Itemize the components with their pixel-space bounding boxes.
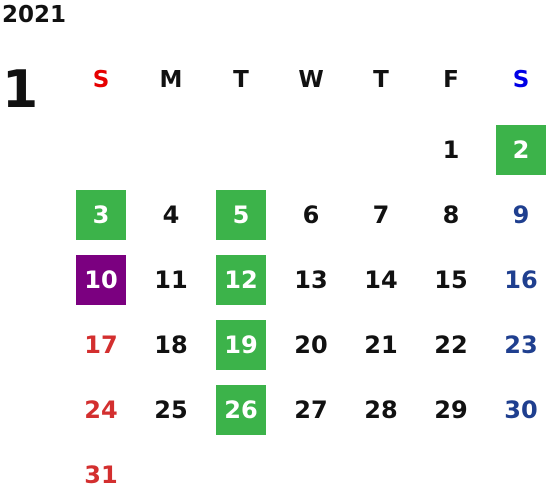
- day-cell-14[interactable]: 14: [364, 266, 398, 294]
- month-number: 1: [2, 60, 39, 120]
- day-cell-29[interactable]: 29: [434, 396, 468, 424]
- day-cell-12[interactable]: 12: [216, 255, 266, 305]
- day-cell-21[interactable]: 21: [364, 331, 398, 359]
- weekday-header-mon: M: [159, 67, 183, 93]
- day-cell-16[interactable]: 16: [504, 266, 538, 294]
- day-cell-24[interactable]: 24: [84, 396, 118, 424]
- day-cell-22[interactable]: 22: [434, 331, 468, 359]
- day-cell-23[interactable]: 23: [504, 331, 538, 359]
- day-cell-20[interactable]: 20: [294, 331, 328, 359]
- day-cell-6[interactable]: 6: [302, 201, 320, 229]
- weekday-header-sat: S: [512, 67, 530, 93]
- day-cell-30[interactable]: 30: [504, 396, 538, 424]
- weekday-header-sun: S: [92, 67, 110, 93]
- day-cell-11[interactable]: 11: [154, 266, 188, 294]
- day-cell-1[interactable]: 1: [442, 136, 460, 164]
- day-cell-9[interactable]: 9: [512, 201, 530, 229]
- day-cell-28[interactable]: 28: [364, 396, 398, 424]
- day-cell-4[interactable]: 4: [162, 201, 180, 229]
- day-cell-17[interactable]: 17: [84, 331, 118, 359]
- weekday-header-wed: W: [298, 67, 324, 93]
- day-cell-15[interactable]: 15: [434, 266, 468, 294]
- day-cell-5[interactable]: 5: [216, 190, 266, 240]
- year-label: 2021: [2, 2, 67, 28]
- weekday-header-tue: T: [233, 67, 249, 93]
- day-cell-31[interactable]: 31: [84, 461, 118, 489]
- day-cell-8[interactable]: 8: [442, 201, 460, 229]
- day-cell-19[interactable]: 19: [216, 320, 266, 370]
- day-cell-25[interactable]: 25: [154, 396, 188, 424]
- weekday-header-thu: T: [373, 67, 389, 93]
- day-cell-7[interactable]: 7: [372, 201, 390, 229]
- day-cell-3[interactable]: 3: [76, 190, 126, 240]
- day-cell-10[interactable]: 10: [76, 255, 126, 305]
- day-cell-27[interactable]: 27: [294, 396, 328, 424]
- day-cell-13[interactable]: 13: [294, 266, 328, 294]
- day-cell-18[interactable]: 18: [154, 331, 188, 359]
- day-cell-2[interactable]: 2: [496, 125, 546, 175]
- weekday-header-fri: F: [443, 67, 459, 93]
- day-cell-26[interactable]: 26: [216, 385, 266, 435]
